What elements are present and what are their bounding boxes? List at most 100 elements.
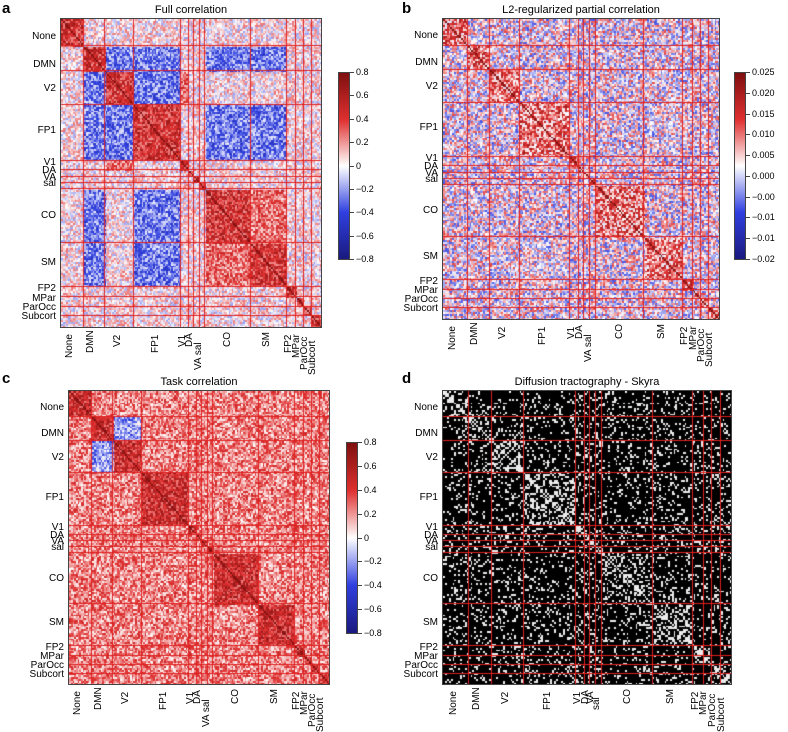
chart-title: Diffusion tractography - Skyra xyxy=(514,376,660,388)
row-label: V2 xyxy=(43,83,56,95)
row-label: ParOcc xyxy=(404,659,438,671)
row-label: MPar xyxy=(414,650,438,662)
row-label: ParOcc xyxy=(404,294,438,306)
row-label: FP1 xyxy=(37,125,56,137)
row-label: MPar xyxy=(414,285,438,297)
column-label: Subcort xyxy=(704,332,716,368)
column-label: SM xyxy=(655,324,667,340)
colorbar-tick-label: 0.005 xyxy=(752,150,775,161)
colorbar-tick-mark xyxy=(358,609,362,611)
column-label: DMN xyxy=(85,330,97,353)
colorbar-tick-label: 0.4 xyxy=(364,484,377,495)
column-label: None xyxy=(447,326,459,351)
row-label: sal xyxy=(51,541,64,553)
row-label: DMN xyxy=(415,428,438,440)
row-label: ParOcc xyxy=(30,659,64,671)
column-label: VA sal xyxy=(192,341,204,370)
row-label: FP2 xyxy=(45,642,64,654)
colorbar-tick-label: 0.6 xyxy=(364,460,377,471)
panel-letter: a xyxy=(2,0,11,17)
panel-letter: b xyxy=(402,0,412,17)
colorbar-tick-label: −0.2 xyxy=(356,183,374,194)
colorbar-tick-mark xyxy=(350,188,354,190)
row-label: DMN xyxy=(33,58,56,70)
colorbar-tick-mark xyxy=(350,142,354,144)
column-label: FP1 xyxy=(157,691,169,710)
column-label: V2 xyxy=(111,334,123,348)
heatmap-matrix xyxy=(442,18,720,320)
chart-title: Full correlation xyxy=(154,4,228,16)
column-label: SM xyxy=(268,689,280,705)
heatmap-cells xyxy=(61,19,321,327)
row-label: Subcort xyxy=(403,303,438,315)
column-label: SM xyxy=(260,332,272,348)
colorbar-tick-mark xyxy=(746,175,750,177)
colorbar-tick-label: 0 xyxy=(364,532,370,543)
colorbar-tick-mark xyxy=(358,561,362,563)
row-label: V1 xyxy=(425,522,438,534)
heatmap-matrix xyxy=(60,18,322,328)
colorbar-tick-label: 0.020 xyxy=(752,87,775,98)
row-label: DA xyxy=(424,530,438,542)
row-label: Subcort xyxy=(21,311,56,323)
column-label: FP1 xyxy=(149,334,161,353)
column-label: None xyxy=(64,334,76,359)
colorbar-tick-mark xyxy=(358,489,362,491)
row-label: SM xyxy=(423,617,438,629)
column-label: Subcort xyxy=(314,697,326,732)
colorbar-gradient xyxy=(735,73,745,259)
colorbar-tick-mark xyxy=(350,72,354,73)
row-label: V1 xyxy=(51,522,64,534)
colorbar-tick-label: −0.4 xyxy=(364,580,382,591)
row-label: None xyxy=(414,401,438,413)
colorbar-tick-mark xyxy=(350,95,354,97)
colorbar-tick-mark xyxy=(350,235,354,237)
colorbar-gradient xyxy=(347,443,357,633)
colorbar xyxy=(346,442,358,634)
column-label: DMN xyxy=(93,687,105,710)
colorbar-tick-mark xyxy=(350,259,354,260)
colorbar-tick-label: −0.02 xyxy=(752,254,775,264)
colorbar-tick-label: −0.01 xyxy=(752,233,775,244)
row-label: FP1 xyxy=(45,491,64,503)
row-label: VA xyxy=(51,535,64,547)
colorbar xyxy=(734,72,746,260)
colorbar-tick-mark xyxy=(350,165,354,167)
colorbar-tick-mark xyxy=(746,259,750,260)
column-label: sal xyxy=(591,697,603,710)
row-label: FP1 xyxy=(419,491,438,503)
colorbar-tick-label: −0.2 xyxy=(364,556,382,567)
chart-title: L2-regularized partial correlation xyxy=(502,4,660,16)
row-label: ParOcc xyxy=(22,301,56,313)
colorbar-tick-label: 0.000 xyxy=(752,170,775,181)
row-label: sal xyxy=(425,541,438,553)
row-label: FP2 xyxy=(419,642,438,654)
colorbar-tick-label: 0.2 xyxy=(356,137,369,148)
column-label: DMN xyxy=(469,322,481,345)
row-label: V2 xyxy=(425,451,438,463)
row-label: SM xyxy=(41,256,56,268)
row-label: VA xyxy=(425,535,438,547)
colorbar-tick-mark xyxy=(350,118,354,120)
colorbar-tick-label: −0.6 xyxy=(364,604,382,615)
column-label: VA sal xyxy=(200,698,212,727)
colorbar-tick-mark xyxy=(358,442,362,443)
row-label: VA xyxy=(43,171,56,183)
row-label: CO xyxy=(41,210,56,222)
colorbar-tick-label: −0.8 xyxy=(356,254,374,264)
colorbar-tick-mark xyxy=(358,537,362,539)
row-label: V2 xyxy=(51,451,64,463)
column-label: CO xyxy=(229,689,241,705)
column-label: FP1 xyxy=(537,326,549,345)
row-label: None xyxy=(40,401,64,413)
row-label: V1 xyxy=(43,157,56,169)
column-label: CO xyxy=(621,689,633,705)
row-label: SM xyxy=(423,250,438,262)
column-label: None xyxy=(72,691,84,716)
colorbar-tick-label: −0.6 xyxy=(356,230,374,241)
column-label: V2 xyxy=(119,691,131,705)
chart-title: Task correlation xyxy=(160,376,238,388)
colorbar-tick-label: 0.6 xyxy=(356,90,369,101)
row-label: MPar xyxy=(40,650,64,662)
row-label: DA xyxy=(42,165,56,177)
